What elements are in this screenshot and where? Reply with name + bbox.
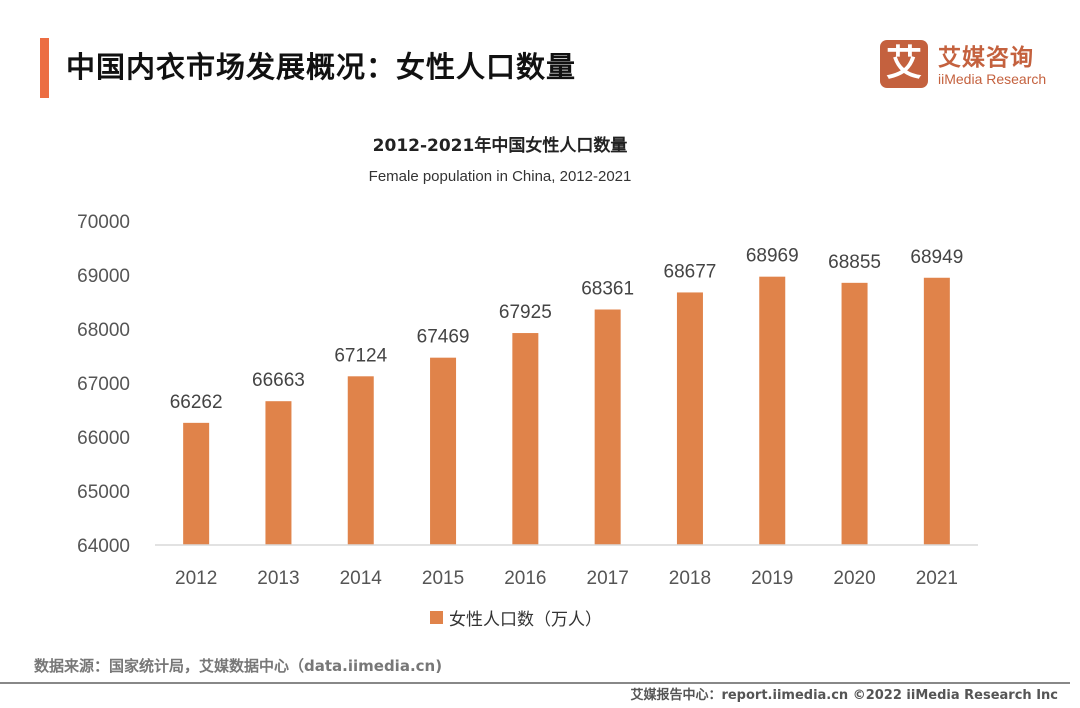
data-label-2014: 67124 — [334, 345, 387, 366]
bar-2015 — [430, 357, 457, 545]
bar-2017 — [594, 309, 621, 545]
footer-credit: 艾媒报告中心：report.iimedia.cn ©2022 iiMedia R… — [630, 688, 1058, 703]
data-label-2017: 68361 — [581, 279, 634, 300]
title-accent-bar — [40, 38, 49, 98]
logo-name-en: iiMedia Research — [938, 71, 1047, 87]
y-tick-label: 66000 — [77, 428, 130, 449]
data-label-2012: 66262 — [170, 392, 223, 413]
logo-name-cn: 艾媒咨询 — [938, 45, 1034, 71]
y-tick-label: 67000 — [77, 374, 130, 395]
x-tick-label: 2019 — [751, 568, 793, 589]
x-tick-label: 2016 — [504, 568, 546, 589]
data-source: 数据来源：国家统计局，艾媒数据中心（data.iimedia.cn) — [34, 657, 443, 675]
y-tick-label: 68000 — [77, 320, 130, 341]
x-tick-label: 2015 — [422, 568, 464, 589]
bar-2020 — [841, 282, 868, 545]
page-title: 中国内衣市场发展概况：女性人口数量 — [66, 50, 577, 84]
x-tick-label: 2013 — [257, 568, 299, 589]
x-tick-label: 2017 — [587, 568, 629, 589]
x-tick-label: 2020 — [833, 568, 875, 589]
bar-2019 — [759, 276, 786, 545]
chart-title: 2012-2021年中国女性人口数量 — [372, 136, 628, 156]
data-label-2021: 68949 — [910, 247, 963, 268]
logo-mark-icon: 艾 — [880, 40, 928, 88]
data-label-2020: 68855 — [828, 252, 881, 273]
legend-label: 女性人口数（万人） — [449, 610, 602, 630]
data-label-2019: 68969 — [746, 246, 799, 267]
chart-subtitle: Female population in China, 2012-2021 — [368, 168, 632, 185]
data-labels: 66262 66663 67124 67469 67925 68361 68677 68969… — [170, 246, 964, 413]
legend-swatch — [430, 611, 443, 624]
bar-2018 — [676, 292, 703, 545]
x-tick-label: 2014 — [340, 568, 383, 589]
data-label-2016: 67925 — [499, 302, 552, 323]
iimedia-logo: 艾 艾媒咨询 iiMedia Research — [880, 40, 1060, 92]
y-tick-label: 64000 — [77, 536, 130, 557]
data-label-2013: 66663 — [252, 370, 305, 391]
footer-divider — [0, 682, 1070, 684]
bar-2014 — [347, 376, 374, 545]
bar-2013 — [265, 401, 292, 545]
x-tick-label: 2012 — [175, 568, 217, 589]
bars — [183, 276, 950, 545]
data-label-2015: 67469 — [417, 327, 470, 348]
x-axis-ticks: 2012 2013 2014 2015 2016 2017 2018 2019 2020 2021 — [175, 568, 958, 589]
legend: 女性人口数（万人） — [430, 605, 602, 630]
data-label-2018: 68677 — [664, 261, 717, 282]
bar-2016 — [512, 333, 539, 545]
y-tick-label: 65000 — [77, 482, 130, 503]
y-tick-label: 70000 — [77, 212, 130, 233]
bar-2012 — [183, 422, 210, 545]
y-axis-ticks: 64000 65000 66000 67000 68000 69000 70000 — [77, 212, 130, 557]
y-tick-label: 69000 — [77, 266, 130, 287]
bar-2021 — [923, 277, 950, 545]
x-tick-label: 2018 — [669, 568, 711, 589]
x-tick-label: 2021 — [916, 568, 958, 589]
